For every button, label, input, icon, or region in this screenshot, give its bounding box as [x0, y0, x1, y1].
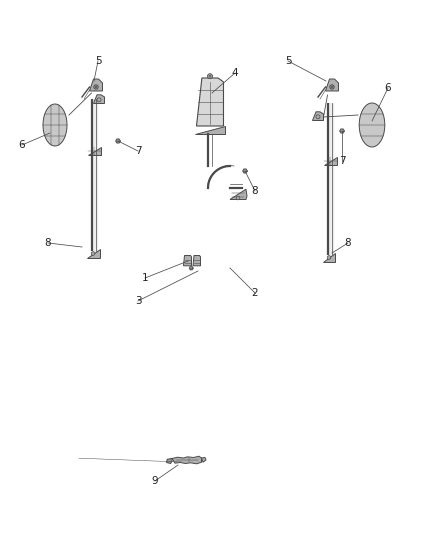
PathPatch shape — [172, 456, 201, 464]
Polygon shape — [359, 103, 385, 147]
Circle shape — [327, 256, 331, 259]
PathPatch shape — [166, 458, 172, 464]
Circle shape — [331, 86, 333, 88]
Text: 6: 6 — [19, 140, 25, 150]
Polygon shape — [243, 169, 247, 173]
Text: 7: 7 — [135, 146, 141, 156]
Polygon shape — [43, 104, 67, 146]
Circle shape — [208, 74, 212, 79]
PathPatch shape — [184, 255, 191, 266]
PathPatch shape — [86, 249, 99, 258]
Polygon shape — [340, 129, 344, 133]
Circle shape — [91, 252, 95, 255]
Circle shape — [94, 85, 98, 89]
Text: 8: 8 — [45, 238, 51, 248]
Polygon shape — [189, 266, 193, 270]
PathPatch shape — [322, 253, 336, 262]
PathPatch shape — [193, 255, 201, 266]
Circle shape — [97, 98, 101, 102]
Text: 9: 9 — [152, 476, 158, 486]
Polygon shape — [116, 139, 120, 143]
Circle shape — [236, 196, 240, 200]
PathPatch shape — [93, 95, 105, 103]
PathPatch shape — [201, 457, 206, 462]
Text: 4: 4 — [232, 68, 238, 78]
Text: 3: 3 — [135, 296, 141, 306]
Text: 7: 7 — [339, 156, 345, 166]
Text: 6: 6 — [385, 83, 391, 93]
Text: 1: 1 — [141, 273, 148, 283]
Text: 5: 5 — [95, 56, 101, 66]
Circle shape — [316, 115, 320, 119]
Circle shape — [209, 75, 211, 77]
PathPatch shape — [88, 147, 101, 155]
Text: 8: 8 — [252, 186, 258, 196]
PathPatch shape — [89, 79, 102, 91]
Text: 8: 8 — [345, 238, 351, 248]
PathPatch shape — [195, 126, 225, 134]
PathPatch shape — [197, 78, 223, 126]
PathPatch shape — [312, 112, 324, 120]
PathPatch shape — [325, 79, 339, 91]
Text: 2: 2 — [252, 288, 258, 298]
Circle shape — [95, 86, 97, 88]
Circle shape — [330, 85, 334, 89]
PathPatch shape — [324, 157, 337, 165]
Text: 5: 5 — [285, 56, 291, 66]
PathPatch shape — [230, 189, 247, 199]
